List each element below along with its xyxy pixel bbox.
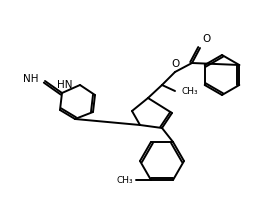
Text: O: O bbox=[171, 59, 179, 69]
Text: NH: NH bbox=[23, 74, 39, 84]
Text: CH₃: CH₃ bbox=[116, 176, 133, 184]
Text: HN: HN bbox=[56, 80, 72, 90]
Text: CH₃: CH₃ bbox=[181, 86, 198, 95]
Text: O: O bbox=[202, 34, 210, 44]
